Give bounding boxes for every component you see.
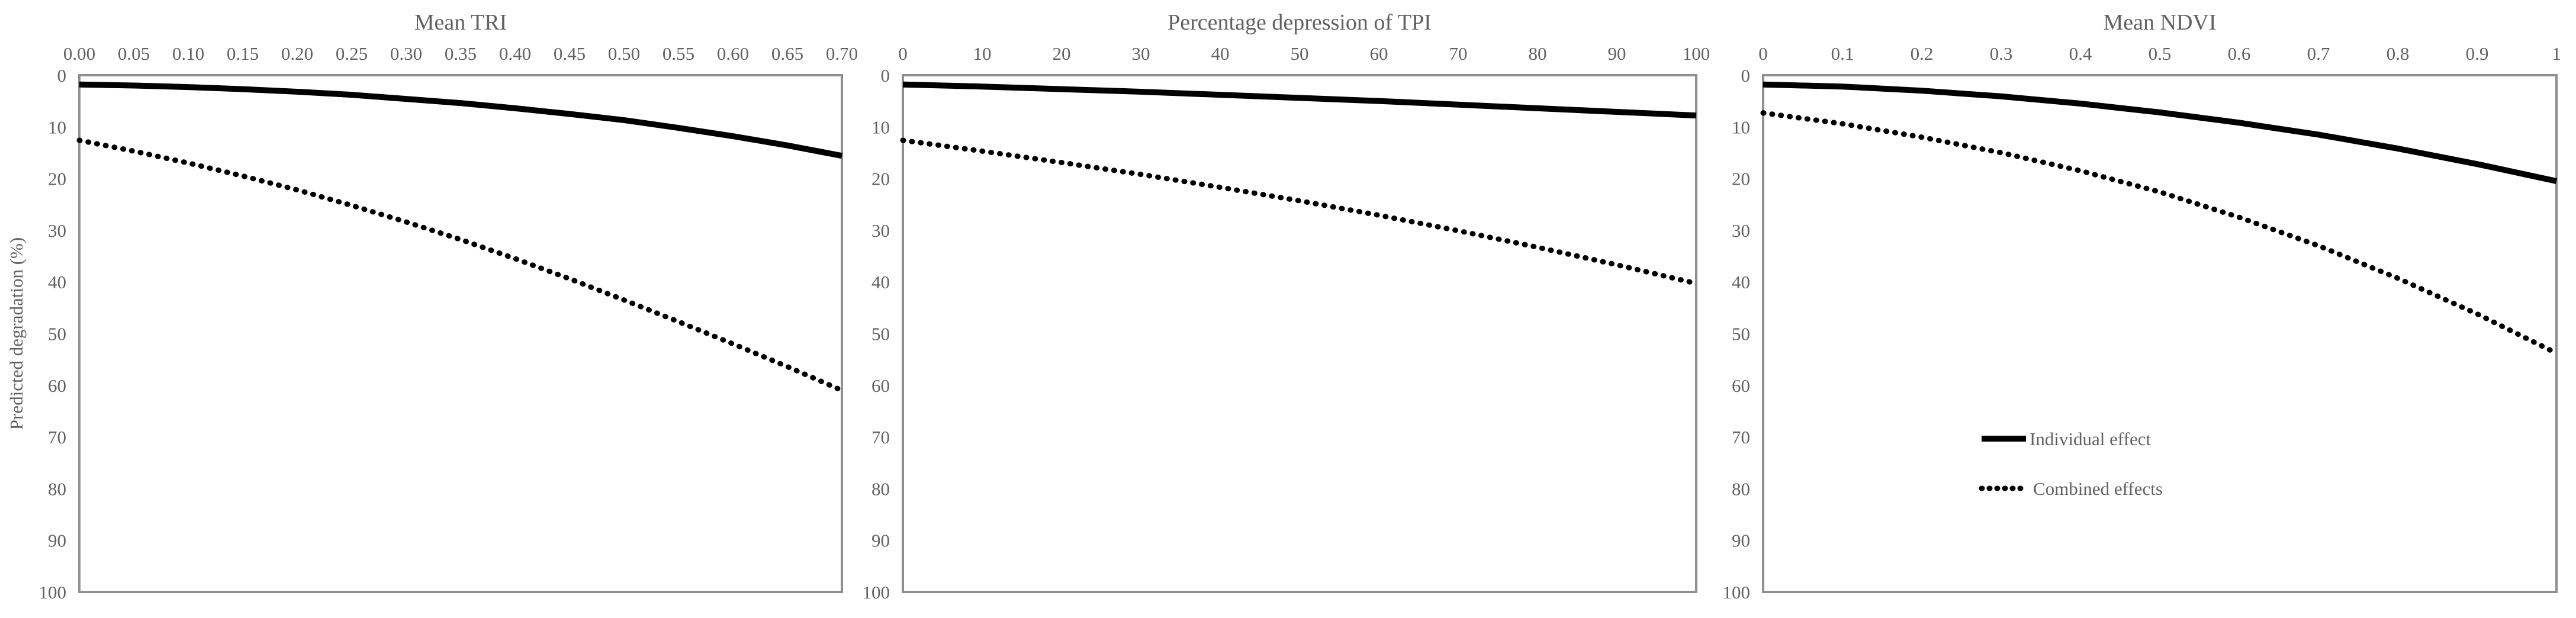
panel-1-plot-frame	[78, 74, 843, 593]
panel-3-x-tick-label: 0.4	[2069, 43, 2092, 64]
panel-1-x-tick-label: 0.35	[445, 43, 477, 64]
panel-3-y-tick-label: 10	[1732, 117, 1750, 137]
panel-2-x-tick-label: 0	[898, 43, 908, 64]
panel-2-x-tick-label: 60	[1370, 43, 1388, 64]
legend-label-combined-effects: Combined effects	[2033, 478, 2163, 499]
panel-2-y-tick-label: 0	[881, 65, 890, 86]
panel-2-individual-effect-curve	[902, 81, 1697, 119]
panel-1-y-tick-label: 90	[48, 530, 66, 551]
panel-1-y-tick-label: 0	[57, 65, 67, 86]
panel-1-y-tick-label: 60	[48, 375, 66, 396]
y-axis-title: Predicted degradation (%)	[6, 237, 27, 430]
panel-2-x-tick-label: 100	[1683, 43, 1710, 64]
panel-3-title: Mean NDVI	[2103, 10, 2216, 35]
panel-3-y-tick-label: 30	[1732, 220, 1750, 241]
panel-3-x-tick-label: 0	[1758, 43, 1768, 64]
panel-1-x-tick-label: 0.60	[717, 43, 749, 64]
panel-1-x-tick-label: 0.40	[499, 43, 531, 64]
panel-2-y-tick-label: 70	[871, 427, 890, 448]
panel-3-y-tick-label: 40	[1732, 272, 1750, 292]
panel-3-y-tick-label: 100	[1723, 582, 1751, 603]
panel-2-x-tick-label: 10	[973, 43, 992, 64]
panel-1-x-tick-label: 0.25	[336, 43, 368, 64]
panel-2-y-tick-label: 50	[871, 324, 890, 345]
legend-label-individual-effect: Individual effect	[2030, 429, 2152, 449]
panel-2-y-tick-label: 30	[871, 220, 890, 241]
panel-2-y-tick-label: 100	[863, 582, 890, 603]
panel-1-y-tick-label: 100	[39, 582, 67, 603]
panel-1-title: Mean TRI	[414, 10, 507, 35]
panel-1-x-tick-label: 0.20	[281, 43, 313, 64]
panel-3-y-tick-label: 0	[1741, 65, 1751, 86]
panel-3-y-tick-label: 50	[1732, 324, 1750, 345]
panel-2-plot-frame	[902, 74, 1697, 593]
panel-2-y-tick-label: 90	[871, 530, 890, 551]
panel-2-x-tick-label: 90	[1608, 43, 1626, 64]
panel-1-x-tick-label: 0.45	[554, 43, 586, 64]
panel-1-x-tick-label: 0.00	[63, 43, 95, 64]
panel-3-individual-effect-curve	[1763, 81, 2558, 184]
panel-3-y-tick-label: 90	[1732, 530, 1750, 551]
panel-1-x-tick-label: 0.50	[608, 43, 640, 64]
panel-2-y-tick-label: 20	[871, 169, 890, 189]
panel-1-x-tick-label: 0.55	[663, 43, 694, 64]
panel-1-x-tick-label: 0.70	[826, 43, 858, 64]
panel-3-x-tick-label: 0.3	[1990, 43, 2013, 64]
panel-3-x-tick-label: 1	[2552, 43, 2561, 64]
panel-2-x-tick-label: 50	[1291, 43, 1309, 64]
panel-1-individual-effect-curve	[79, 81, 842, 159]
panel-1-y-tick-label: 10	[48, 117, 66, 137]
panel-2-x-tick-label: 30	[1132, 43, 1150, 64]
panel-3-x-tick-label: 0.6	[2228, 43, 2251, 64]
panel-3-x-tick-label: 0.8	[2387, 43, 2410, 64]
panel-2-x-tick-label: 80	[1529, 43, 1547, 64]
panel-2-y-tick-label: 60	[871, 375, 890, 396]
panel-2-y-tick-label: 80	[871, 478, 890, 499]
panel-3-x-tick-label: 0.9	[2466, 43, 2489, 64]
panel-2-y-tick-label: 40	[871, 272, 890, 292]
panel-1-y-tick-label: 80	[48, 478, 66, 499]
panel-1-x-tick-label: 0.10	[172, 43, 204, 64]
panel-2-x-tick-label: 70	[1449, 43, 1468, 64]
panel-3-y-tick-label: 20	[1732, 169, 1750, 189]
panel-1-y-tick-label: 40	[48, 272, 66, 292]
panel-3-y-tick-label: 60	[1732, 375, 1750, 396]
panel-2-title: Percentage depression of TPI	[1168, 10, 1432, 35]
panel-2-x-tick-label: 40	[1211, 43, 1230, 64]
panel-3-x-tick-label: 0.1	[1831, 43, 1854, 64]
panel-2-y-tick-label: 10	[871, 117, 890, 137]
panel-1-x-tick-label: 0.65	[771, 43, 803, 64]
panel-1-combined-effects-curve	[76, 137, 845, 394]
panel-1-y-tick-label: 20	[48, 169, 66, 189]
panel-1-x-tick-label: 0.05	[118, 43, 150, 64]
panel-1-y-tick-label: 30	[48, 220, 66, 241]
panel-3-y-tick-label: 80	[1732, 478, 1750, 499]
panel-1-x-tick-label: 0.30	[390, 43, 422, 64]
panel-1-y-tick-label: 70	[48, 427, 66, 448]
panel-3-combined-effects-curve	[1760, 110, 2559, 356]
panel-3-plot-frame	[1762, 74, 2558, 593]
panel-2-x-tick-label: 20	[1053, 43, 1071, 64]
panel-1-y-tick-label: 50	[48, 324, 66, 345]
panel-3-x-tick-label: 0.7	[2307, 43, 2330, 64]
panel-3-x-tick-label: 0.2	[1911, 43, 1934, 64]
panel-3-x-tick-label: 0.5	[2149, 43, 2172, 64]
panel-3-y-tick-label: 70	[1732, 427, 1750, 448]
panel-2-combined-effects-curve	[900, 137, 1699, 287]
panel-1-x-tick-label: 0.15	[227, 43, 259, 64]
